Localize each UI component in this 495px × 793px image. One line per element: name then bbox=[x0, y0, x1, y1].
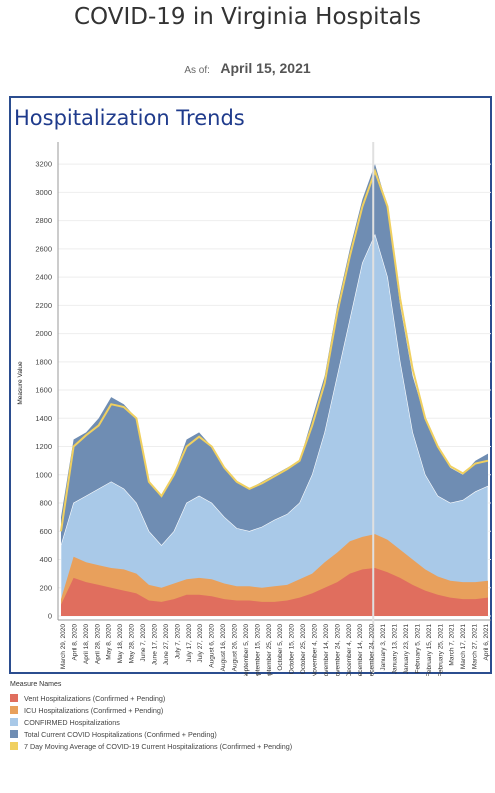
y-tick-label: 0 bbox=[48, 612, 52, 621]
legend: Measure Names Vent Hospitalizations (Con… bbox=[10, 681, 490, 752]
legend-label: 7 Day Moving Average of COVID-19 Current… bbox=[24, 741, 293, 751]
legend-label: CONFIRMED Hospitalizations bbox=[24, 717, 120, 727]
x-tick-label: March 17, 2021 bbox=[460, 624, 467, 670]
legend-label: ICU Hospitalizations (Confirmed + Pendin… bbox=[24, 705, 164, 715]
page-title: COVID-19 in Virginia Hospitals bbox=[74, 4, 421, 30]
x-tick-label: July 17, 2020 bbox=[186, 624, 193, 663]
y-tick-label: 2600 bbox=[35, 244, 52, 253]
legend-label: Total Current COVID Hospitalizations (Co… bbox=[24, 729, 217, 739]
legend-item-vent[interactable]: Vent Hospitalizations (Confirmed + Pendi… bbox=[10, 692, 490, 704]
legend-title: Measure Names bbox=[10, 681, 62, 688]
x-tick-label: October 25, 2020 bbox=[300, 624, 307, 675]
y-tick-label: 400 bbox=[39, 555, 52, 564]
y-tick-label: 200 bbox=[39, 583, 52, 592]
legend-item-total[interactable]: Total Current COVID Hospitalizations (Co… bbox=[10, 728, 490, 740]
y-tick-label: 1800 bbox=[35, 357, 52, 366]
x-tick-label: September 25, 2020 bbox=[266, 624, 273, 676]
x-tick-label: March 7, 2021 bbox=[449, 624, 456, 666]
y-tick-label: 3000 bbox=[35, 188, 52, 197]
y-tick-label: 2200 bbox=[35, 301, 52, 310]
x-tick-label: July 7, 2020 bbox=[174, 624, 181, 659]
x-tick-label: June 17, 2020 bbox=[152, 624, 159, 666]
as-of-label: As of: bbox=[184, 65, 210, 76]
legend-swatch bbox=[10, 706, 18, 714]
x-tick-label: May 28, 2020 bbox=[129, 624, 136, 664]
legend-item-moving-average[interactable]: 7 Day Moving Average of COVID-19 Current… bbox=[10, 740, 490, 752]
legend-swatch bbox=[10, 730, 18, 738]
x-tick-label: August 26, 2020 bbox=[232, 624, 239, 672]
x-tick-label: June 7, 2020 bbox=[140, 624, 147, 662]
x-tick-label: January 3, 2021 bbox=[380, 624, 387, 671]
x-tick-label: April 18, 2020 bbox=[83, 624, 90, 664]
x-tick-label: September 15, 2020 bbox=[254, 624, 261, 676]
series-moving-average-line bbox=[60, 168, 489, 532]
chart-panel: Hospitalization Trends 0 200 400 600 800 1000… bbox=[9, 96, 492, 676]
x-tick-label: October 5, 2020 bbox=[277, 624, 284, 671]
as-of: As of: April 15, 2021 bbox=[0, 60, 495, 78]
x-tick-label: February 25, 2021 bbox=[437, 624, 444, 676]
x-tick-label: December 24, 2020 bbox=[369, 624, 376, 676]
x-tick-label: December 14, 2020 bbox=[357, 624, 364, 676]
y-tick-label: 1600 bbox=[35, 386, 52, 395]
x-tick-label: July 27, 2020 bbox=[197, 624, 204, 663]
x-tick-label: October 15, 2020 bbox=[289, 624, 296, 675]
hospitalization-chart: 0 200 400 600 800 1000 1200 1400 1600 1800 2000 220… bbox=[17, 142, 491, 676]
series-vent-area bbox=[61, 568, 488, 616]
x-tick-label: April 8, 2020 bbox=[71, 624, 78, 661]
series-confirmed-area bbox=[60, 233, 489, 617]
as-of-date: April 15, 2021 bbox=[220, 60, 311, 76]
y-tick-label: 1200 bbox=[35, 442, 52, 451]
x-tick-label: November 4, 2020 bbox=[312, 624, 319, 676]
y-tick-label: 600 bbox=[39, 527, 52, 536]
y-axis-label: Measure Value bbox=[17, 361, 24, 405]
legend-swatch bbox=[10, 718, 18, 726]
y-tick-label: 3200 bbox=[35, 160, 52, 169]
x-tick-label: April 28, 2020 bbox=[94, 624, 101, 664]
legend-item-confirmed[interactable]: CONFIRMED Hospitalizations bbox=[10, 716, 490, 728]
x-tick-label: August 16, 2020 bbox=[220, 624, 227, 672]
x-tick-label: February 5, 2021 bbox=[414, 624, 421, 674]
x-tick-label: December 4, 2020 bbox=[346, 624, 353, 676]
x-tick-label: April 6, 2021 bbox=[483, 624, 490, 661]
x-tick-label: September 5, 2020 bbox=[243, 624, 250, 676]
x-tick-label: November 24, 2020 bbox=[334, 624, 341, 676]
legend-label: Vent Hospitalizations (Confirmed + Pendi… bbox=[24, 693, 166, 703]
legend-swatch bbox=[10, 694, 18, 702]
x-tick-label: May 8, 2020 bbox=[106, 624, 113, 660]
x-tick-label: August 6, 2020 bbox=[209, 624, 216, 668]
y-tick-label: 1400 bbox=[35, 414, 52, 423]
x-tick-label: January 13, 2021 bbox=[392, 624, 399, 675]
x-tick-label: May 18, 2020 bbox=[117, 624, 124, 664]
x-tick-label: March 27, 2021 bbox=[472, 624, 479, 670]
panel-title: Hospitalization Trends bbox=[14, 106, 245, 130]
x-tick-label: November 14, 2020 bbox=[323, 624, 330, 676]
x-tick-label: February 15, 2021 bbox=[426, 624, 433, 676]
x-tick-label: March 29, 2020 bbox=[60, 624, 67, 670]
y-tick-label: 2400 bbox=[35, 273, 52, 282]
y-tick-label: 2800 bbox=[35, 216, 52, 225]
y-tick-label: 2000 bbox=[35, 329, 52, 338]
x-tick-label: June 27, 2020 bbox=[163, 624, 170, 666]
y-tick-label: 1000 bbox=[35, 470, 52, 479]
x-tick-label: January 23, 2021 bbox=[403, 624, 410, 675]
legend-swatch bbox=[10, 742, 18, 750]
legend-item-icu[interactable]: ICU Hospitalizations (Confirmed + Pendin… bbox=[10, 704, 490, 716]
y-tick-label: 800 bbox=[39, 499, 52, 508]
